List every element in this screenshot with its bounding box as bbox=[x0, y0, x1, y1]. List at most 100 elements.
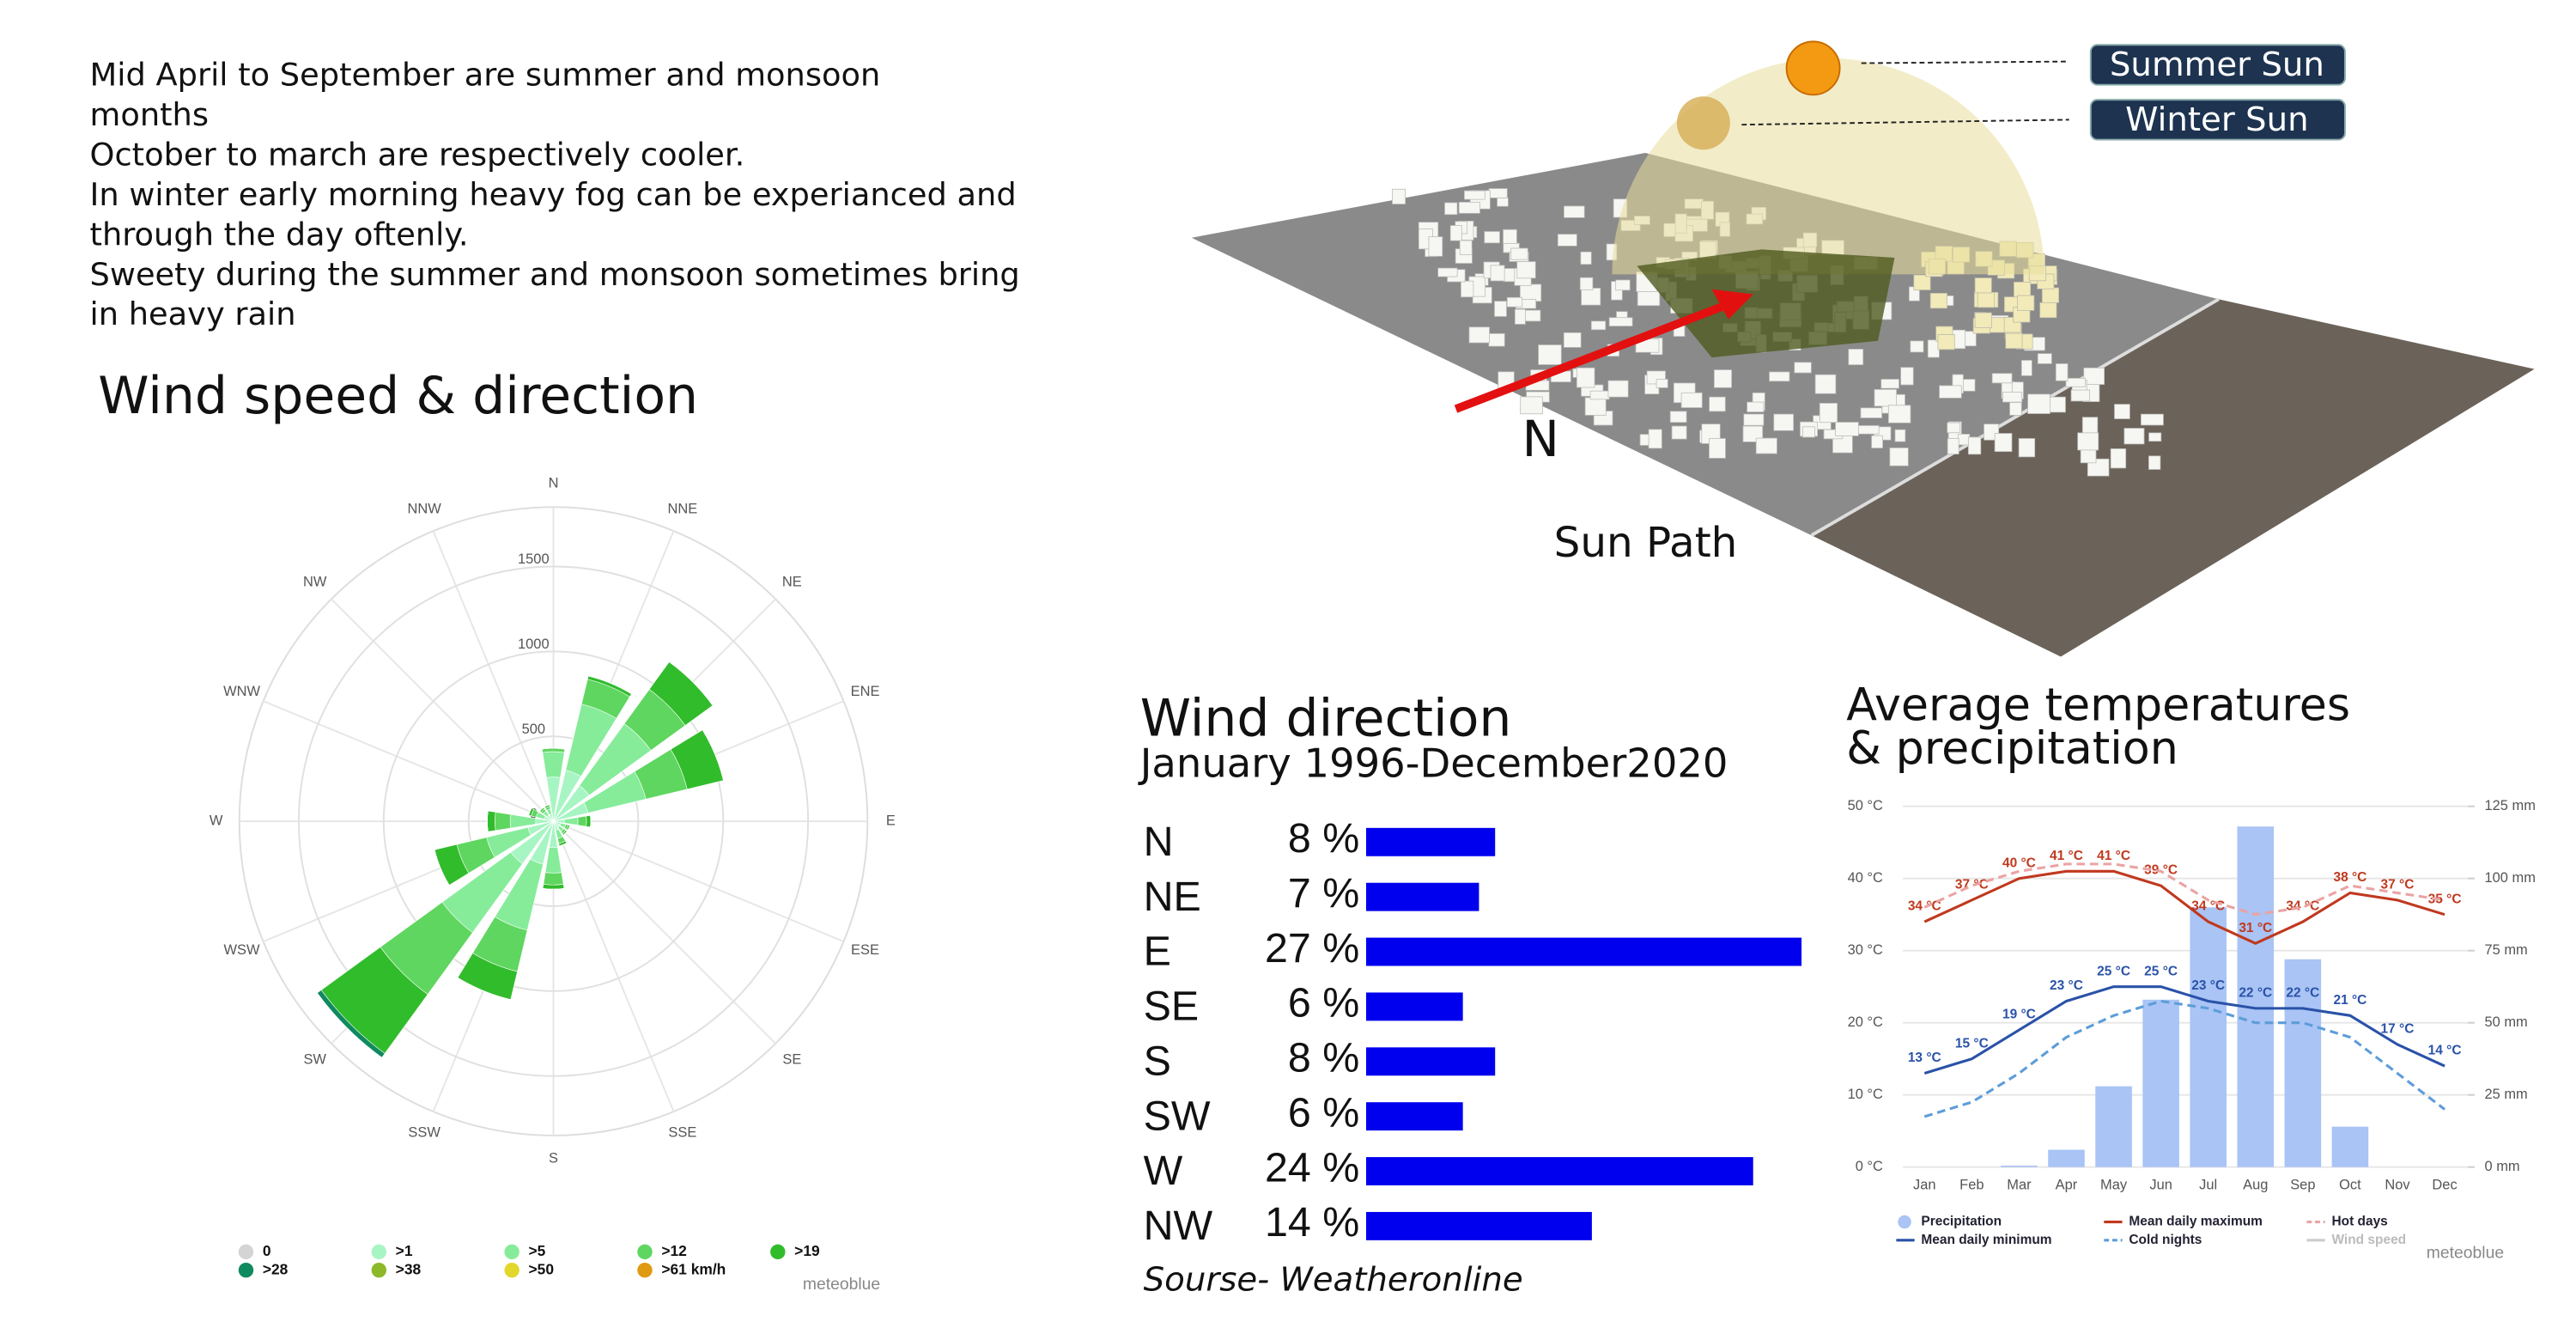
source: meteoblue bbox=[803, 1275, 880, 1294]
building bbox=[1524, 309, 1541, 322]
building bbox=[1464, 190, 1485, 200]
winter-label: Winter Sun bbox=[2125, 101, 2308, 139]
direction-label: NNE bbox=[668, 501, 698, 516]
legend-label: >19 bbox=[794, 1242, 820, 1259]
building bbox=[1494, 301, 1507, 317]
y2-tick-label: 75 mm bbox=[2485, 942, 2528, 958]
legend-label: >38 bbox=[396, 1260, 422, 1277]
arrow-head bbox=[1711, 289, 1753, 320]
legend-label: Wind speed bbox=[2331, 1233, 2406, 1247]
building bbox=[1835, 422, 1859, 436]
value-label: 7 % bbox=[1288, 870, 1359, 917]
building bbox=[1747, 401, 1765, 412]
petal-segment bbox=[568, 825, 571, 831]
y-tick-label: 0 °C bbox=[1856, 1159, 1883, 1174]
note-line: in heavy rain bbox=[90, 295, 296, 332]
data-label: 22 °C bbox=[2239, 986, 2272, 1001]
chart-title: Wind speed & direction bbox=[98, 366, 698, 426]
building bbox=[1520, 396, 1543, 415]
precip-bar bbox=[2142, 999, 2179, 1167]
building bbox=[1428, 236, 1443, 257]
building bbox=[2148, 455, 2161, 470]
building bbox=[1900, 367, 1914, 386]
data-label: 23 °C bbox=[2050, 978, 2083, 993]
building bbox=[1874, 389, 1897, 407]
building bbox=[1856, 425, 1880, 435]
value-label: 8 % bbox=[1288, 1035, 1359, 1081]
category-label: SW bbox=[1144, 1093, 1211, 1139]
legend-label: Mean daily minimum bbox=[1921, 1233, 2051, 1247]
building bbox=[1608, 317, 1633, 327]
building bbox=[1958, 434, 1971, 446]
building bbox=[2077, 432, 2099, 451]
building bbox=[2037, 353, 2052, 364]
r-tick-label: 1500 bbox=[518, 551, 550, 567]
building bbox=[1889, 448, 1909, 466]
shadow-area bbox=[1637, 249, 1895, 358]
data-label: 34 °C bbox=[2286, 899, 2319, 914]
building bbox=[2070, 389, 2090, 402]
building bbox=[1392, 188, 1406, 204]
building bbox=[2005, 332, 2023, 349]
building bbox=[1607, 380, 1629, 398]
building bbox=[1709, 396, 1726, 412]
building bbox=[2114, 404, 2130, 419]
petal-segment bbox=[562, 831, 568, 836]
building bbox=[1488, 188, 1508, 198]
data-label: 41 °C bbox=[2097, 849, 2130, 863]
series-line bbox=[1923, 999, 2446, 1118]
building bbox=[1913, 274, 1931, 290]
building bbox=[1910, 340, 1924, 353]
x-tick-label: Aug bbox=[2243, 1177, 2268, 1192]
x-tick-label: Nov bbox=[2385, 1177, 2410, 1192]
building bbox=[1669, 411, 1687, 423]
building bbox=[1580, 251, 1592, 265]
petal-segment bbox=[542, 747, 565, 750]
building bbox=[1755, 437, 1777, 454]
building bbox=[1490, 265, 1505, 282]
data-label: 35 °C bbox=[2428, 892, 2462, 906]
legend-swatch bbox=[770, 1244, 786, 1260]
direction-label: ESE bbox=[851, 942, 879, 958]
data-label: 14 °C bbox=[2428, 1044, 2462, 1058]
x-tick-label: May bbox=[2100, 1177, 2128, 1192]
label-box bbox=[2089, 44, 2346, 86]
y-tick-label: 10 °C bbox=[1848, 1087, 1883, 1102]
petal-segment bbox=[563, 817, 579, 825]
building bbox=[1656, 379, 1668, 388]
building bbox=[1510, 247, 1528, 260]
building bbox=[1929, 293, 1947, 309]
building bbox=[1880, 379, 1899, 389]
category-label: W bbox=[1144, 1148, 1183, 1194]
leader bbox=[1861, 60, 2069, 64]
building bbox=[2141, 413, 2164, 426]
direction-label: NE bbox=[782, 575, 802, 590]
r-tick-label: 1000 bbox=[518, 637, 550, 652]
north-label: N bbox=[1522, 410, 1558, 468]
value-label: 27 % bbox=[1265, 925, 1359, 972]
edge bbox=[1810, 297, 2220, 537]
building bbox=[1590, 320, 1607, 331]
precip-bar bbox=[2237, 826, 2275, 1167]
building bbox=[1947, 438, 1959, 455]
petal-segment bbox=[577, 815, 587, 827]
bar bbox=[1365, 1157, 1753, 1185]
summer-label: Summer Sun bbox=[2110, 46, 2324, 84]
x-tick-label: Jul bbox=[2199, 1177, 2217, 1192]
data-label: 25 °C bbox=[2144, 964, 2178, 978]
building bbox=[1584, 397, 1607, 416]
building bbox=[1576, 367, 1595, 388]
building bbox=[1848, 349, 1864, 366]
legend-swatch bbox=[238, 1262, 254, 1278]
direction-label: W bbox=[210, 813, 223, 828]
note-line: Sweety during the summer and monsoon som… bbox=[90, 256, 1020, 293]
building bbox=[1538, 344, 1562, 365]
building bbox=[1801, 426, 1815, 438]
series-line bbox=[1923, 862, 2445, 917]
building bbox=[1488, 332, 1505, 347]
direction-label: SE bbox=[782, 1051, 801, 1067]
precip-bar bbox=[2190, 907, 2227, 1167]
precip-bar bbox=[2331, 1126, 2369, 1167]
value-label: 8 % bbox=[1288, 815, 1359, 862]
